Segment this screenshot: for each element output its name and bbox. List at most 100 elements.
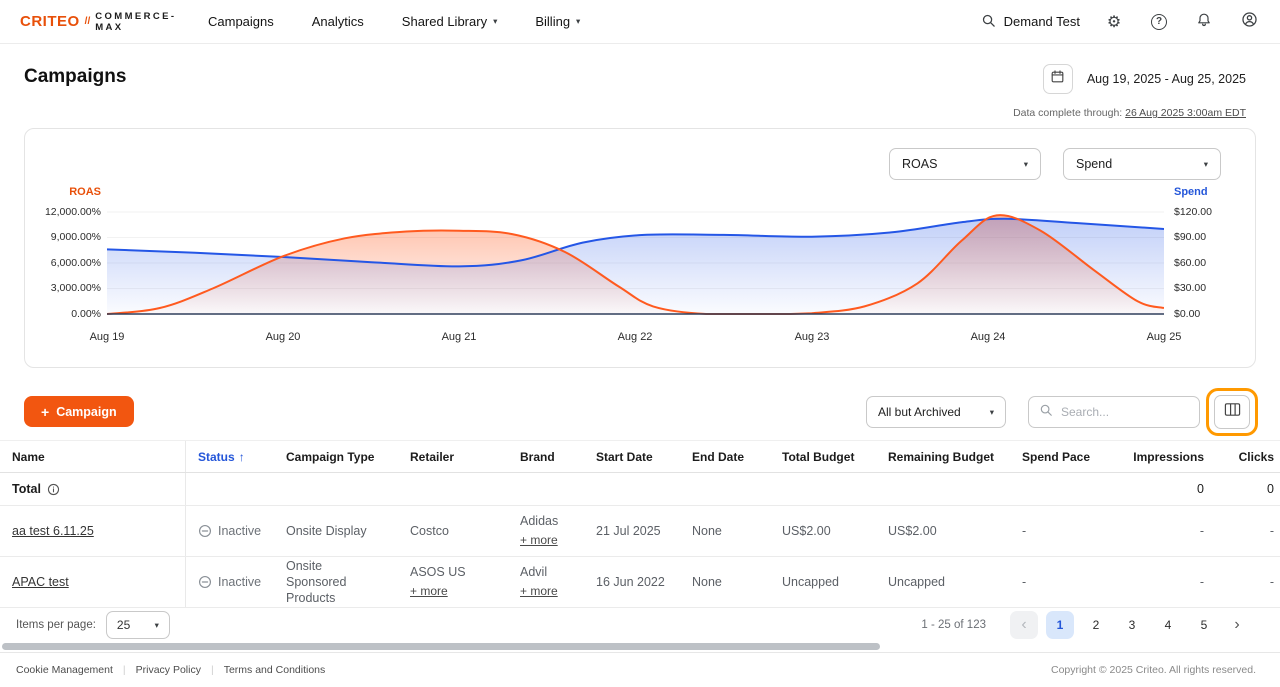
brand-cell: Adidas + more: [508, 506, 584, 556]
items-per-page-select[interactable]: 25 ▾: [106, 611, 170, 639]
col-header-brand[interactable]: Brand: [508, 441, 584, 472]
new-campaign-button[interactable]: + Campaign: [24, 396, 134, 427]
nav-billing[interactable]: Billing ▾: [535, 14, 580, 29]
navbar-right: Demand Test ⚙ ?: [981, 11, 1260, 33]
page-button-2[interactable]: 2: [1082, 611, 1110, 639]
retailer-cell: ASOS US + more: [398, 557, 508, 607]
retailer-more-link[interactable]: + more: [410, 584, 448, 599]
right-metric-select[interactable]: Spend ▾: [1063, 148, 1221, 180]
brand-more-link[interactable]: + more: [520, 584, 558, 599]
search-input[interactable]: [1061, 405, 1181, 419]
left-metric-select[interactable]: ROAS ▾: [889, 148, 1041, 180]
footer-divider: |: [123, 664, 126, 676]
brand-more-link[interactable]: + more: [520, 533, 558, 548]
col-header-clicks[interactable]: Clicks: [1216, 441, 1280, 472]
spend-pace-cell: -: [1010, 557, 1126, 607]
nav-billing-label: Billing: [535, 14, 570, 29]
col-header-retailer[interactable]: Retailer: [398, 441, 508, 472]
chevron-down-icon: ▾: [493, 16, 497, 27]
col-header-remaining-budget[interactable]: Remaining Budget: [876, 441, 1010, 472]
campaign-name-link[interactable]: APAC test: [12, 575, 69, 589]
brand-product: COMMERCE-MAX: [95, 11, 198, 33]
date-range-picker: Aug 19, 2025 - Aug 25, 2025: [1043, 64, 1246, 94]
col-header-end-date[interactable]: End Date: [680, 441, 770, 472]
end-date-cell: None: [680, 557, 770, 607]
status-badge: Inactive: [198, 524, 261, 538]
line-chart-plot: [107, 206, 1164, 316]
campaign-type-cell: Onsite Display: [274, 506, 398, 556]
status-text: Inactive: [218, 524, 261, 538]
status-badge: Inactive: [198, 575, 261, 589]
primary-nav: Campaigns Analytics Shared Library ▾ Bil…: [208, 14, 580, 29]
page-button-3[interactable]: 3: [1118, 611, 1146, 639]
left-axis-tick: 6,000.00%: [25, 257, 101, 269]
chart-metric-selectors: ROAS ▾ Spend ▾: [889, 148, 1221, 180]
campaign-name-link[interactable]: aa test 6.11.25: [12, 524, 94, 538]
nav-analytics[interactable]: Analytics: [312, 14, 364, 29]
chevron-down-icon: ▾: [576, 16, 580, 27]
col-header-name[interactable]: Name: [0, 441, 186, 472]
right-axis-tick: $30.00: [1174, 282, 1254, 294]
start-date-cell: 16 Jun 2022: [584, 557, 680, 607]
total-budget-cell: Uncapped: [770, 557, 876, 607]
nav-shared-library[interactable]: Shared Library ▾: [402, 14, 498, 29]
total-budget-cell: US$2.00: [770, 506, 876, 556]
privacy-policy-link[interactable]: Privacy Policy: [136, 664, 201, 676]
pagination-bar: Items per page: 25 ▾ 1 - 25 of 123 ‹ 1 2…: [0, 607, 1280, 643]
nav-campaigns[interactable]: Campaigns: [208, 14, 274, 29]
data-complete-note: Data complete through: 26 Aug 2025 3:00a…: [1013, 107, 1246, 119]
impressions-cell: -: [1126, 557, 1216, 607]
col-header-start-date[interactable]: Start Date: [584, 441, 680, 472]
nav-campaigns-label: Campaigns: [208, 14, 274, 29]
account-button[interactable]: [1238, 11, 1260, 33]
col-header-campaign-type[interactable]: Campaign Type: [274, 441, 398, 472]
criteo-logo[interactable]: CRITEO // COMMERCE-MAX: [20, 11, 198, 33]
column-settings-button[interactable]: [1214, 395, 1250, 429]
table-row: APAC test Inactive Onsite Sponsored Prod…: [0, 557, 1280, 608]
campaigns-table: Name Status ↑ Campaign Type Retailer Bra…: [0, 440, 1280, 608]
status-filter-value: All but Archived: [878, 405, 961, 419]
account-icon: [1241, 11, 1258, 33]
notifications-button[interactable]: [1193, 11, 1215, 33]
left-axis-tick: 3,000.00%: [25, 282, 101, 294]
table-total-row: Total 0 0: [0, 473, 1280, 506]
terms-link[interactable]: Terms and Conditions: [224, 664, 326, 676]
app-root: CRITEO // COMMERCE-MAX Campaigns Analyti…: [0, 0, 1280, 687]
right-axis-tick: $0.00: [1174, 308, 1254, 320]
col-header-status[interactable]: Status ↑: [186, 441, 274, 472]
info-icon[interactable]: [47, 483, 60, 496]
footer-divider: |: [211, 664, 214, 676]
performance-chart-card: ROAS ▾ Spend ▾ ROAS Spend 12,000.00% 9,0…: [24, 128, 1256, 368]
previous-page-button[interactable]: ‹: [1010, 611, 1038, 639]
page-title: Campaigns: [24, 66, 126, 88]
col-header-impressions[interactable]: Impressions: [1126, 441, 1216, 472]
cookie-management-link[interactable]: Cookie Management: [16, 664, 113, 676]
total-clicks: 0: [1216, 473, 1280, 505]
horizontal-scrollbar[interactable]: [2, 643, 880, 650]
left-axis-tick: 9,000.00%: [25, 231, 101, 243]
col-header-spend-pace[interactable]: Spend Pace: [1010, 441, 1126, 472]
nav-shared-library-label: Shared Library: [402, 14, 487, 29]
bell-icon: [1196, 11, 1212, 33]
page-button-4[interactable]: 4: [1154, 611, 1182, 639]
settings-button[interactable]: ⚙: [1103, 11, 1125, 33]
date-range-text[interactable]: Aug 19, 2025 - Aug 25, 2025: [1087, 72, 1246, 86]
page-footer: Cookie Management | Privacy Policy | Ter…: [0, 652, 1280, 687]
page-button-1[interactable]: 1: [1046, 611, 1074, 639]
right-axis-tick: $60.00: [1174, 257, 1254, 269]
chevron-down-icon: ▾: [1024, 159, 1028, 170]
next-page-button[interactable]: ›: [1226, 614, 1248, 636]
retailer-name-text: ASOS US: [410, 565, 466, 581]
page-button-5[interactable]: 5: [1190, 611, 1218, 639]
search-icon: [1039, 403, 1053, 422]
help-button[interactable]: ?: [1148, 11, 1170, 33]
left-axis-tick: 0.00%: [25, 308, 101, 320]
calendar-button[interactable]: [1043, 64, 1073, 94]
campaign-type-cell: Onsite Sponsored Products: [274, 557, 398, 607]
status-filter-select[interactable]: All but Archived ▾: [866, 396, 1006, 428]
pagination-range: 1 - 25 of 123: [921, 619, 986, 631]
account-switcher[interactable]: Demand Test: [981, 13, 1080, 31]
total-impressions: 0: [1126, 473, 1216, 505]
data-complete-link[interactable]: 26 Aug 2025 3:00am EDT: [1125, 107, 1246, 119]
col-header-total-budget[interactable]: Total Budget: [770, 441, 876, 472]
